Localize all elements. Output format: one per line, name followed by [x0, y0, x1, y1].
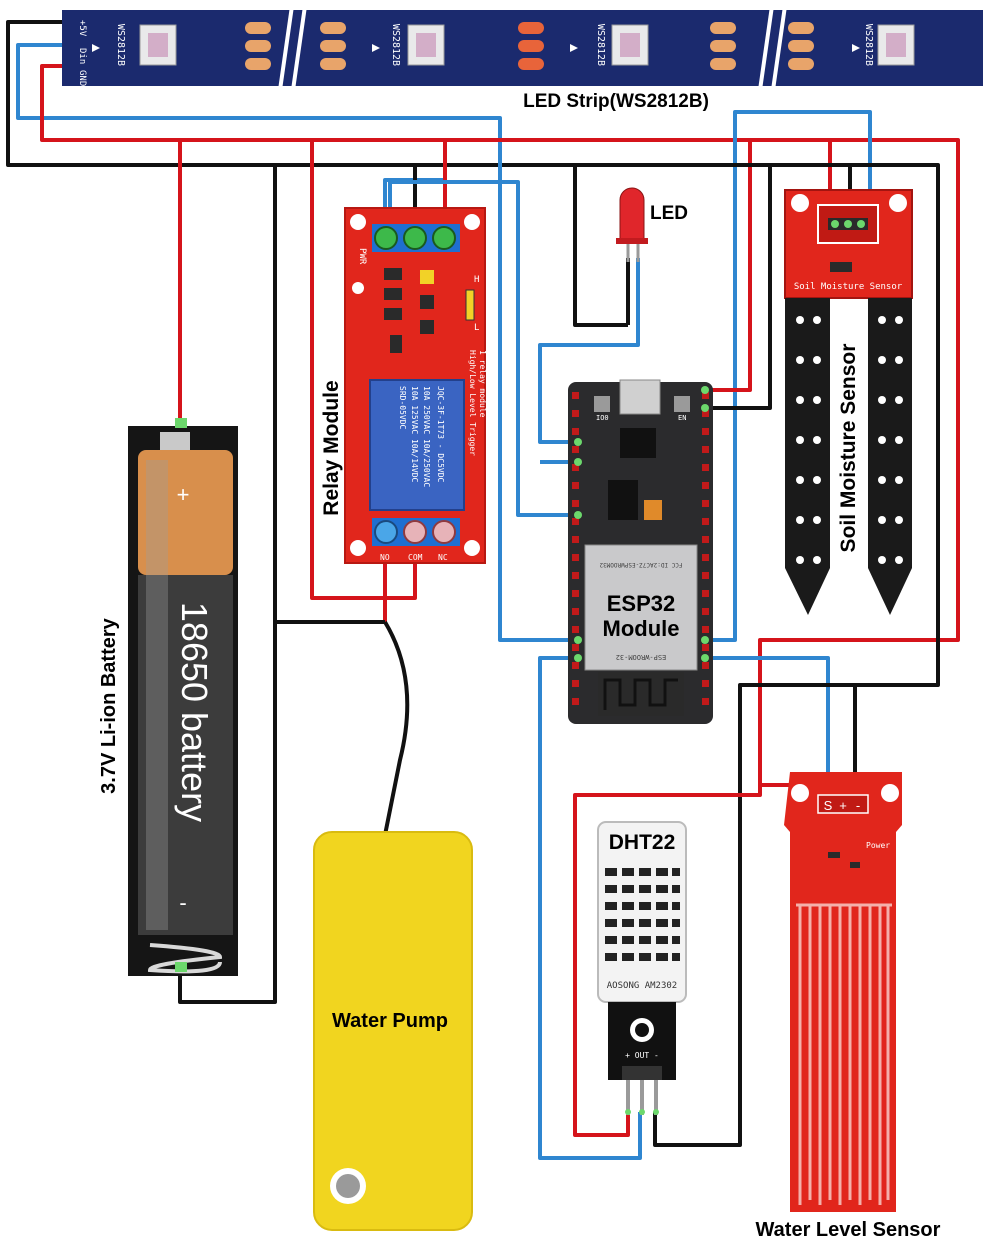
svg-text:FCC ID:2AC7Z-ESPWROOM32: FCC ID:2AC7Z-ESPWROOM32 [599, 561, 682, 568]
battery-label: 3.7V Li-ion Battery [98, 617, 120, 793]
led-strip: WS2812B WS2812B WS2812B WS2812B +5V [62, 5, 983, 91]
ws2812b-led-4: WS2812B [863, 24, 915, 66]
svg-text:WS2812B: WS2812B [115, 24, 126, 66]
svg-text:+: + [839, 798, 847, 813]
svg-text:10A 250VAC 10A/250VAC: 10A 250VAC 10A/250VAC [422, 386, 431, 487]
wires [6, 20, 960, 1160]
pump-label: Water Pump [332, 1010, 448, 1032]
svg-text:NO: NO [380, 553, 390, 562]
ws2812b-led-2: WS2812B [390, 24, 445, 66]
svg-text:EN: EN [678, 414, 686, 422]
svg-text:AOSONG AM2302: AOSONG AM2302 [607, 981, 677, 991]
water-level-label: Water Level Sensor [756, 1219, 941, 1241]
relay-module-label: Relay Module [320, 380, 343, 515]
svg-text:S: S [824, 798, 833, 813]
svg-text:COM: COM [408, 553, 423, 562]
svg-text:Soil Moisture Sensor: Soil Moisture Sensor [794, 282, 903, 292]
svg-text:-: - [856, 798, 860, 813]
dht22-label: DHT22 [609, 831, 676, 854]
water-level-sensor: S + - Power [784, 772, 902, 1212]
svg-text:10A 125VAC 10A/14VDC: 10A 125VAC 10A/14VDC [410, 386, 419, 483]
svg-text:GND: GND [77, 70, 87, 86]
svg-text:High/Low Level Trigger: High/Low Level Trigger [468, 350, 477, 456]
svg-text:Power: Power [866, 841, 890, 850]
pump-cable [383, 620, 410, 836]
dht22-sensor: AOSONG AM2302 + OUT - [597, 821, 687, 1115]
svg-text:WS2812B: WS2812B [595, 24, 606, 66]
svg-text:-: - [179, 890, 186, 915]
svg-text:SRD-05VDC: SRD-05VDC [398, 386, 407, 430]
svg-text:+5V: +5V [77, 20, 87, 37]
esp32-label-line2: Module [603, 616, 680, 641]
svg-text:WS2812B: WS2812B [390, 24, 401, 66]
svg-text:Din: Din [77, 48, 87, 64]
li-ion-battery: + - 18650 battery [128, 418, 238, 976]
soil-moisture-sensor: Soil Moisture Sensor [784, 189, 913, 615]
ws2812b-led-1: WS2812B [115, 24, 177, 66]
svg-text:+ OUT -: + OUT - [625, 1051, 659, 1060]
svg-text:PWR: PWR [357, 248, 367, 265]
svg-text:NC: NC [438, 553, 448, 562]
battery-text: 18650 battery [174, 602, 215, 822]
esp32-label-line1: ESP32 [607, 591, 676, 616]
svg-text:JQC-3F-1T73 - DC5VDC: JQC-3F-1T73 - DC5VDC [436, 386, 445, 483]
svg-text:H: H [474, 275, 479, 285]
svg-text:ESP-WROOM-32: ESP-WROOM-32 [616, 653, 667, 661]
esp32-module: IO0 EN FCC ID:2AC7Z-ESPWROOM32 ESP-WROOM… [568, 379, 713, 724]
water-pump [313, 831, 473, 1231]
red-led [616, 187, 648, 262]
relay-module: PWR H L JQC-3F-1T73 - DC5VDC 10A 250VAC … [344, 207, 487, 564]
pin-markers [574, 386, 709, 662]
svg-text:L: L [474, 323, 479, 333]
soil-sensor-label: Soil Moisture Sensor [837, 344, 860, 553]
svg-text:1 relay module: 1 relay module [478, 350, 487, 418]
led-strip-label: LED Strip(WS2812B) [523, 91, 709, 112]
svg-text:WS2812B: WS2812B [863, 24, 874, 66]
ws2812b-led-3: WS2812B [595, 24, 649, 66]
svg-text:+: + [177, 482, 190, 507]
svg-text:IO0: IO0 [596, 414, 609, 422]
led-label: LED [650, 203, 688, 224]
